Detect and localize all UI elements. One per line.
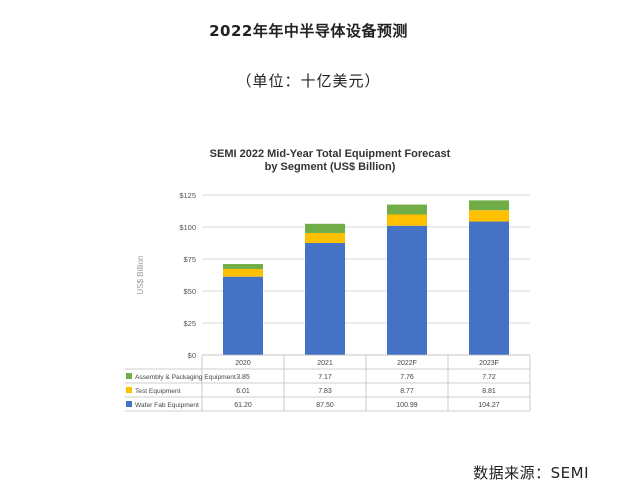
legend-swatch-assembly bbox=[126, 373, 132, 379]
chart-title: SEMI 2022 Mid-Year Total Equipment Forec… bbox=[125, 148, 535, 174]
data-label: 61.20 bbox=[234, 402, 252, 409]
y-tick-label: $25 bbox=[183, 319, 196, 328]
legend-swatch-test bbox=[126, 387, 132, 393]
x-tick-label: 2022F bbox=[397, 360, 417, 367]
data-label: 7.83 bbox=[318, 388, 332, 395]
legend-swatch-wafer_fab bbox=[126, 401, 132, 407]
y-tick-label: $100 bbox=[179, 223, 196, 232]
bar-segment-test bbox=[387, 214, 427, 226]
data-label: 8.77 bbox=[400, 388, 414, 395]
x-tick-label: 2020 bbox=[235, 360, 251, 367]
bar-segment-assembly bbox=[469, 200, 509, 211]
bar-segment-wafer_fab bbox=[223, 276, 263, 355]
bar-segment-wafer_fab bbox=[387, 225, 427, 355]
bar-segment-assembly bbox=[305, 223, 345, 233]
legend-label: Assembly & Packaging Equipment bbox=[135, 374, 236, 381]
chart-title-line1: SEMI 2022 Mid-Year Total Equipment Forec… bbox=[209, 148, 451, 160]
bar-segment-test bbox=[469, 210, 509, 222]
y-tick-label: $75 bbox=[183, 255, 196, 264]
source-note: 数据来源：SEMI bbox=[473, 464, 589, 482]
bar-segment-test bbox=[223, 268, 263, 277]
bar-segment-test bbox=[305, 232, 345, 243]
y-tick-label: $0 bbox=[188, 351, 196, 360]
bar-segment-assembly bbox=[223, 264, 263, 269]
data-label: 3.85 bbox=[236, 374, 250, 381]
data-label: 7.76 bbox=[400, 374, 414, 381]
bar-segment-assembly bbox=[387, 204, 427, 215]
bar-segment-wafer_fab bbox=[305, 243, 345, 355]
x-tick-label: 2021 bbox=[317, 360, 333, 367]
legend-label: Test Equipment bbox=[135, 388, 181, 395]
legend-label: Wafer Fab Equipment bbox=[135, 402, 199, 409]
data-label: 6.01 bbox=[236, 388, 250, 395]
unit-note: （单位：十亿美元） bbox=[236, 72, 381, 90]
y-tick-label: $125 bbox=[179, 191, 196, 200]
bar-segment-wafer_fab bbox=[469, 221, 509, 355]
data-label: 7.17 bbox=[318, 374, 332, 381]
y-axis-label: US$ Billion bbox=[136, 255, 145, 294]
data-label: 7.72 bbox=[482, 374, 496, 381]
chart-svg: $0 $25 $50 $75 $100 $125 US$ Billion 2020 2021 20… bbox=[125, 191, 531, 412]
chart-figure: SEMI 2022 Mid-Year Total Equipment Forec… bbox=[125, 138, 535, 416]
data-label: 100.99 bbox=[396, 402, 418, 409]
x-tick-label: 2023F bbox=[479, 360, 499, 367]
data-label: 8.81 bbox=[482, 388, 496, 395]
data-label: 104.27 bbox=[478, 402, 500, 409]
y-tick-label: $50 bbox=[183, 287, 196, 296]
data-label: 87.50 bbox=[316, 402, 334, 409]
chart-title-line2: by Segment (US$ Billion) bbox=[264, 161, 396, 173]
page-title: 2022年年中半导体设备预测 bbox=[209, 22, 408, 40]
